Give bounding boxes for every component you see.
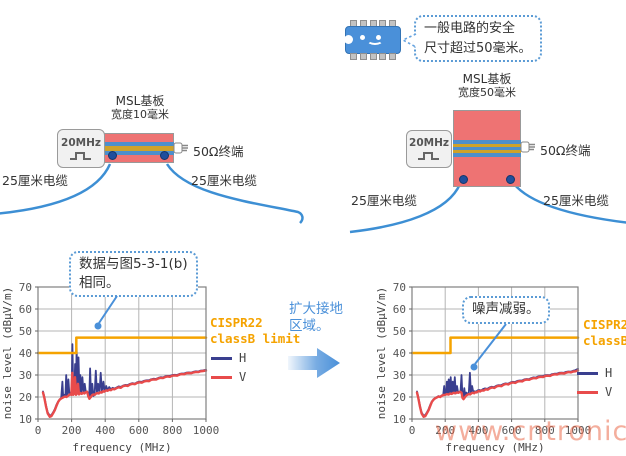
svg-text:30: 30 xyxy=(19,369,32,382)
board-subtitle-text: 宽度10毫米 xyxy=(111,107,169,121)
annotation-line1: 数据与图5-3-1(b) xyxy=(79,256,188,272)
svg-text:10: 10 xyxy=(19,413,32,426)
chip-note-line2: 尺寸超过50毫米。 xyxy=(424,40,532,56)
v-series-swatch xyxy=(211,375,232,379)
chip-note-line1: 一般电路的安全 xyxy=(424,21,516,36)
svg-text:400: 400 xyxy=(95,424,115,437)
svg-text:50: 50 xyxy=(393,325,406,338)
v-series-label: V xyxy=(605,385,613,399)
svg-text:60: 60 xyxy=(19,303,32,316)
transform-arrow-icon xyxy=(288,348,340,378)
transform-arrow-label: 扩大接地 区域。 xyxy=(289,301,343,334)
svg-text:800: 800 xyxy=(162,424,182,437)
svg-text:1000: 1000 xyxy=(193,424,220,437)
cable-label-left-1: 25厘米电缆 xyxy=(2,173,68,188)
svg-text:1000: 1000 xyxy=(565,424,592,437)
svg-text:200: 200 xyxy=(435,424,455,437)
watermark: www.cntronics.com xyxy=(435,416,626,447)
series-legend-2: H V xyxy=(577,366,612,399)
cable-port-icon xyxy=(506,175,515,184)
cispr-limit-legend-2: CISPR22 classB xyxy=(583,317,626,348)
msl-board-right xyxy=(453,110,521,187)
cable-label-left-2: 25厘米电缆 xyxy=(351,193,417,208)
board-title-left: MSL基板 宽度10毫米 xyxy=(96,94,184,121)
svg-text:600: 600 xyxy=(502,424,522,437)
chip-note-callout: 一般电路的安全 尺寸超过50毫米。 xyxy=(414,15,542,62)
annotation-line1: 噪声减弱。 xyxy=(472,301,540,317)
cable-port-icon xyxy=(108,151,117,160)
series-legend-1: H V xyxy=(211,351,246,384)
svg-text:600: 600 xyxy=(129,424,149,437)
h-series-swatch xyxy=(577,371,598,375)
cable-port-icon xyxy=(459,175,468,184)
h-series-swatch xyxy=(211,356,232,360)
svg-text:40: 40 xyxy=(393,347,406,360)
h-series-label: H xyxy=(239,351,247,365)
svg-text:400: 400 xyxy=(468,424,488,437)
svg-text:20: 20 xyxy=(393,391,406,404)
svg-text:40: 40 xyxy=(19,347,32,360)
pulse-wave-icon xyxy=(70,151,91,160)
svg-text:20: 20 xyxy=(19,391,32,404)
svg-text:10: 10 xyxy=(393,413,406,426)
svg-text:0: 0 xyxy=(409,424,416,437)
cispr-limit-legend-1: CISPR22 classB limit xyxy=(210,315,301,346)
svg-text:800: 800 xyxy=(535,424,555,437)
board-title-text: MSL基板 xyxy=(115,94,165,108)
noise-chart-after: 0 200 400 600 800 1000 10 20 30 40 50 60 70 frequency… xyxy=(375,281,592,454)
ic-chip-icon xyxy=(344,20,401,60)
board-subtitle-text: 宽度50毫米 xyxy=(458,85,516,99)
svg-text:200: 200 xyxy=(62,424,82,437)
board-title-right: MSL基板 宽度50毫米 xyxy=(443,72,531,99)
msl-trace-stripes xyxy=(453,140,521,157)
svg-text:frequency (MHz): frequency (MHz) xyxy=(72,441,171,454)
svg-text:60: 60 xyxy=(393,303,406,316)
cable-port-icon xyxy=(160,151,169,160)
h-series-label: H xyxy=(605,366,613,380)
svg-text:noise level (dBμV/m): noise level (dBμV/m) xyxy=(1,287,14,419)
pulse-source-right: 20MHz xyxy=(406,130,452,168)
chart2-annotation-callout: 噪声减弱。 xyxy=(462,296,550,324)
v-series-label: V xyxy=(239,370,247,384)
svg-text:0: 0 xyxy=(35,424,42,437)
annotation-line2: 相同。 xyxy=(79,274,120,291)
svg-text:70: 70 xyxy=(393,281,406,294)
pulse-wave-icon xyxy=(418,152,439,160)
chart1-annotation-callout: 数据与图5-3-1(b) 相同。 xyxy=(69,251,198,297)
svg-text:noise level (dBμV/m): noise level (dBμV/m) xyxy=(375,287,388,419)
msl-board-left xyxy=(103,133,174,163)
pulse-source-left: 20MHz xyxy=(57,129,105,168)
cable-label-right-1: 25厘米电缆 xyxy=(191,173,257,188)
source-label: 20MHz xyxy=(61,136,101,149)
termination-label-right: 50Ω终端 xyxy=(540,143,591,158)
svg-text:30: 30 xyxy=(393,369,406,382)
board-title-text: MSL基板 xyxy=(462,72,512,86)
termination-label-left: 50Ω终端 xyxy=(193,144,244,159)
terminator-connector-icon xyxy=(520,139,538,159)
terminator-connector-icon xyxy=(173,140,191,160)
v-series-swatch xyxy=(577,390,598,394)
svg-text:50: 50 xyxy=(19,325,32,338)
source-label: 20MHz xyxy=(409,137,449,149)
msl-trace-stripes xyxy=(103,142,174,155)
svg-text:70: 70 xyxy=(19,281,32,294)
cable-label-right-2: 25厘米电缆 xyxy=(543,193,609,208)
svg-text:frequency (MHz): frequency (MHz) xyxy=(445,441,544,454)
